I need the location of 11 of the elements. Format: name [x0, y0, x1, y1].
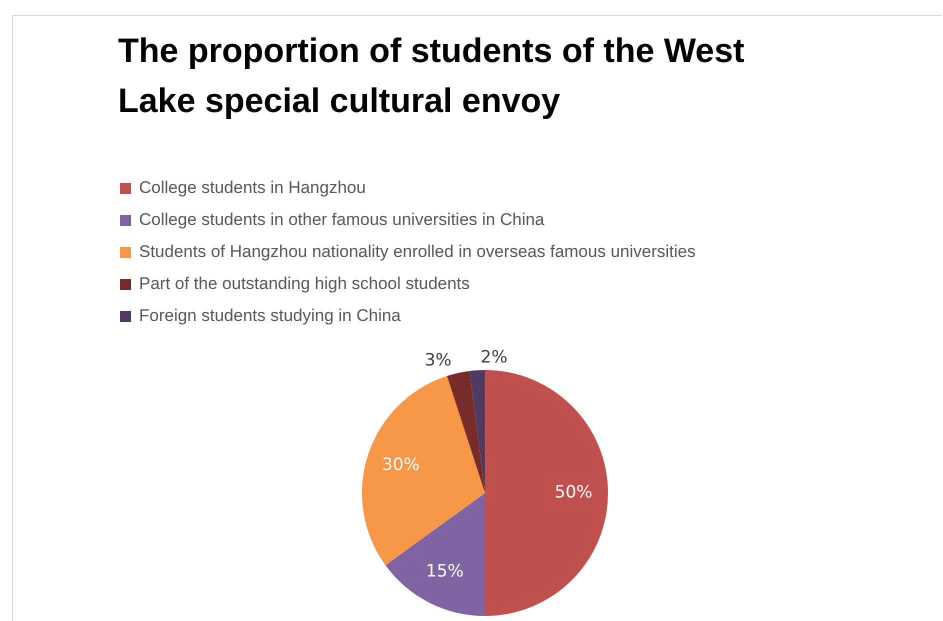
data-label: 15%	[426, 561, 464, 582]
data-label: 30%	[382, 455, 420, 476]
legend-label: College students in other famous universities in China	[139, 209, 544, 231]
chart-title: The proportion of students of the West Lake special cultural envoy	[118, 31, 746, 122]
data-label: 50%	[554, 482, 592, 502]
legend-label: Part of the outstanding high school students	[139, 273, 470, 295]
legend-label: College students in Hangzhou	[139, 177, 366, 199]
data-label: 3%	[424, 350, 452, 371]
data-label: 2%	[480, 348, 508, 368]
legend-label: Students of Hangzhou nationality enrolled in overseas famous universities	[139, 241, 696, 263]
legend-label: Foreign students studying in China	[139, 305, 401, 327]
